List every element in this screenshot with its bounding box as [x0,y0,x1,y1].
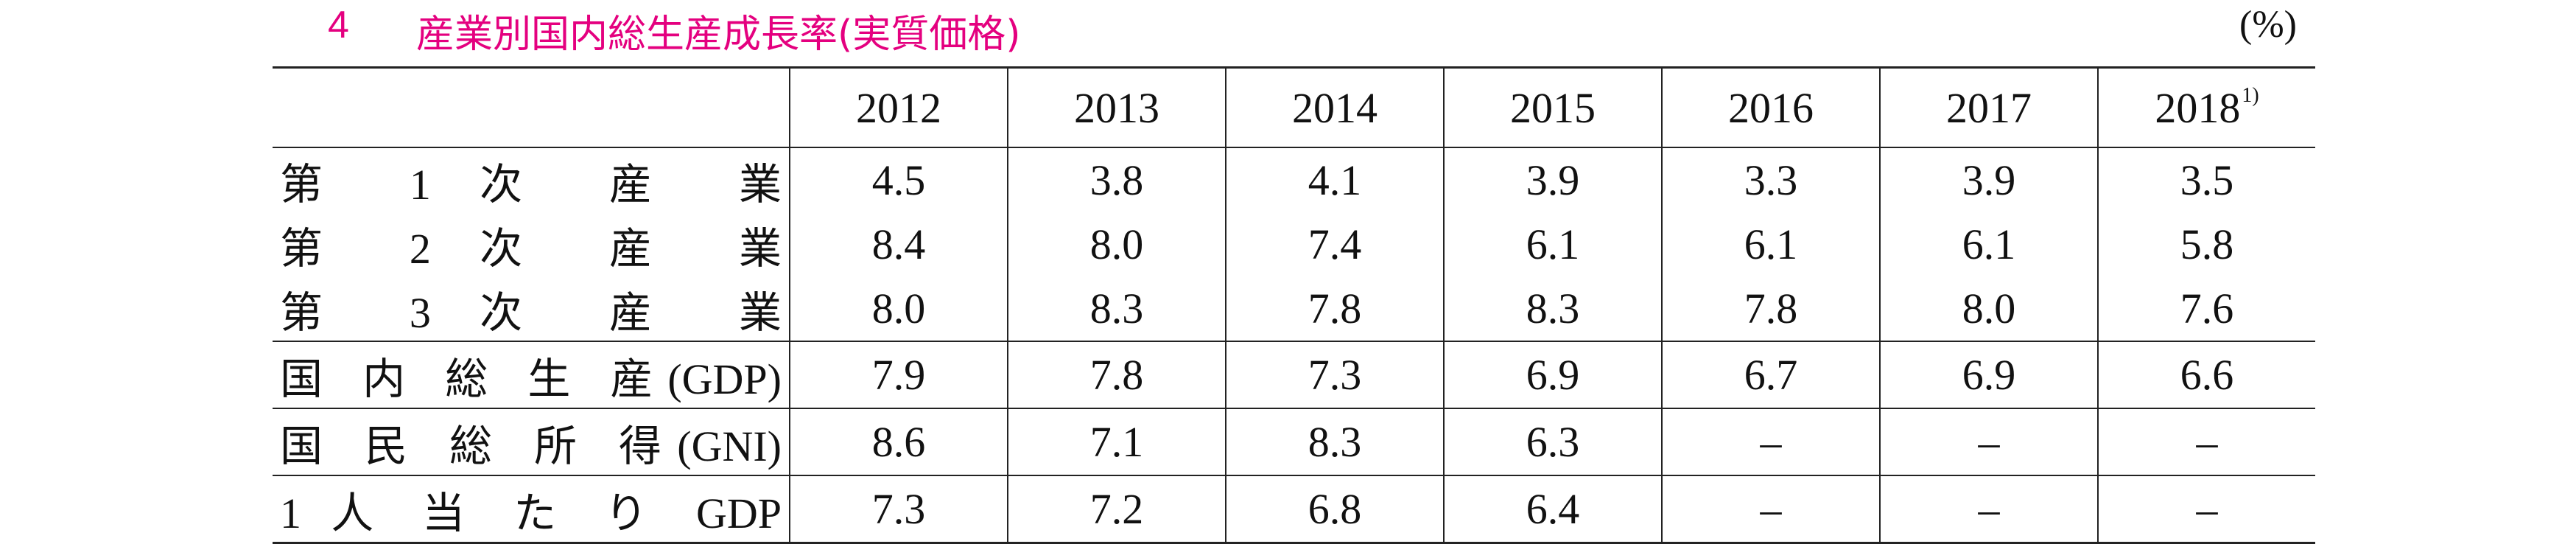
cell: 7.8 [1661,276,1880,342]
cell: 8.3 [1225,408,1444,476]
cell: 3.8 [1007,147,1226,212]
cell: 6.1 [1879,212,2098,276]
cell: 7.9 [789,341,1008,409]
cell: 6.4 [1443,475,1662,544]
cell: 6.1 [1443,212,1662,276]
header-row: 2012 2013 2014 2015 2016 2017 20181) [273,66,2315,148]
cell: 3.9 [1879,147,2098,212]
row-label: 国 内 総 生 産(GDP) [273,341,790,409]
cell: – [1661,408,1880,476]
cell: 7.3 [789,475,1008,544]
cell: 7.8 [1225,276,1444,342]
cell: 7.4 [1225,212,1444,276]
year: 2013 [1074,83,1159,132]
data-row: 1 人 当 た り GDP 7.3 7.2 6.8 6.4– – – [273,475,2315,544]
section-title: 産業別国内総生産成長率(実質価格) [416,13,1021,57]
column-header: 20181) [2097,66,2315,148]
cell: 8.0 [789,276,1008,342]
footnote-mark: 1) [2242,83,2259,107]
cell: 8.3 [1443,276,1662,342]
column-header: 2016 [1661,66,1880,148]
row-label: 1 人 当 た り GDP [273,475,790,544]
column-header: 2017 [1879,66,2098,148]
year: 2016 [1728,83,1814,132]
year: 2018 [2155,83,2241,132]
corner-cell [273,66,790,148]
cell: 3.3 [1661,147,1880,212]
cell: 5.8 [2097,212,2315,276]
cell: 6.6 [2097,341,2315,409]
cell: 8.0 [1879,276,2098,342]
cell: 8.3 [1007,276,1226,342]
cell: 6.9 [1443,341,1662,409]
year: 2012 [856,83,941,132]
year: 2015 [1510,83,1596,132]
column-header: 2014 [1225,66,1444,148]
cell: 7.8 [1007,341,1226,409]
data-row: 第 2 次 産 業 8.4 8.0 7.4 6.1 6.1 6.1 5.8 [273,212,2315,276]
cell: 6.1 [1661,212,1880,276]
cell: 4.1 [1225,147,1444,212]
row-label: 国 民 総 所 得(GNI) [273,408,790,476]
cell: 6.8 [1225,475,1444,544]
row-label: 第 1 次 産 業 [280,160,782,209]
column-header: 2015 [1443,66,1662,148]
year: 2017 [1946,83,2032,132]
year: 2014 [1292,83,1378,132]
cell: 3.5 [2097,147,2315,212]
cell: 7.1 [1007,408,1226,476]
data-row: 国 民 総 所 得(GNI) 8.6 7.1 8.3 6.3– – – [273,408,2315,476]
cell: – [1879,475,2098,544]
column-header: 2013 [1007,66,1226,148]
cell: 6.9 [1879,341,2098,409]
cell: 7.3 [1225,341,1444,409]
data-row: 国 内 総 生 産(GDP) 7.9 7.8 7.3 6.9 6.7 6.9 6.6 [273,341,2315,409]
data-row: 第 3 次 産 業 8.0 8.3 7.8 8.3 7.8 8.0 7.6 [273,276,2315,342]
cell: 4.5 [789,147,1008,212]
cell: – [1879,408,2098,476]
row-label: 第 3 次 産 業 [273,276,790,342]
row-label: 第 2 次 産 業 [280,224,782,273]
cell: 8.4 [789,212,1008,276]
section-number: 4 [328,4,349,46]
cell: 3.9 [1443,147,1662,212]
cell: 7.2 [1007,475,1226,544]
cell: – [2097,408,2315,476]
unit: (%) [2239,4,2297,46]
cell: 6.7 [1661,341,1880,409]
cell: – [1661,475,1880,544]
data-row: 第 1 次 産 業 4.5 3.8 4.1 3.9 3.3 3.9 3.5 [273,147,2315,212]
cell: 6.3 [1443,408,1662,476]
column-header: 2012 [789,66,1008,148]
cell: 7.6 [2097,276,2315,342]
cell: – [2097,475,2315,544]
cell: 8.6 [789,408,1008,476]
cell: 8.0 [1007,212,1226,276]
